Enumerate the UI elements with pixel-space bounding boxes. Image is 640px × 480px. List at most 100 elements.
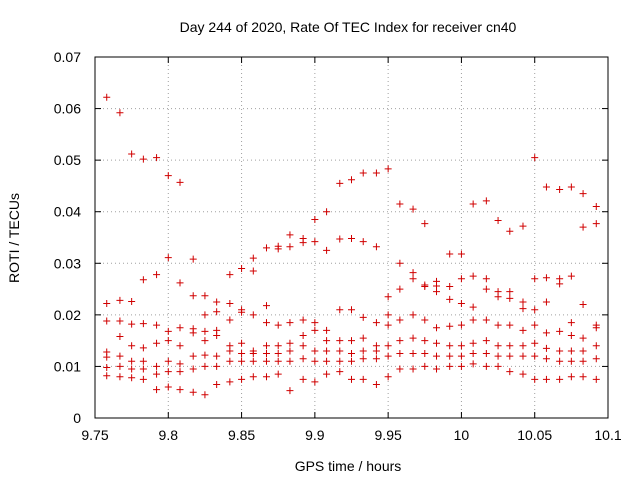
data-point-mid_upper <box>579 301 587 309</box>
data-point-mid_lower <box>567 347 575 355</box>
data-point-max <box>384 165 392 173</box>
data-point-upper <box>249 267 257 275</box>
data-point-min <box>348 375 355 383</box>
data-point-upper <box>128 297 136 305</box>
data-point-lower <box>189 365 197 373</box>
data-point-upper <box>226 300 234 308</box>
data-point-min <box>213 380 221 388</box>
data-point-lower <box>372 355 380 363</box>
data-point-mid_lower <box>139 357 147 365</box>
data-point-mid <box>201 337 209 345</box>
data-point-max <box>506 227 514 235</box>
data-point-mid_lower <box>482 337 490 345</box>
data-point-min <box>433 365 441 373</box>
data-point-lower <box>286 357 294 365</box>
data-point-mid <box>336 337 344 345</box>
data-point-max <box>323 208 331 216</box>
data-point-max <box>519 222 527 230</box>
data-point-lower <box>506 352 514 360</box>
data-point-mid <box>139 344 147 352</box>
y-tick-label: 0 <box>73 410 81 426</box>
data-point-mid_upper <box>238 308 246 316</box>
data-point-mid_upper <box>519 305 527 313</box>
data-point-min <box>299 375 307 383</box>
y-tick-label: 0.05 <box>54 152 81 168</box>
data-point-max <box>542 183 550 191</box>
data-point-mid_lower <box>542 344 550 352</box>
data-point-mid <box>482 316 490 324</box>
data-point-mid <box>262 342 270 350</box>
data-point-mid_upper <box>567 319 575 327</box>
data-point-lower <box>446 352 454 360</box>
data-point-max <box>482 197 490 205</box>
data-point-mid_upper <box>506 294 514 302</box>
data-point-min <box>372 380 380 388</box>
y-tick-label: 0.07 <box>54 49 81 65</box>
data-point-lower <box>226 357 234 365</box>
data-point-lower <box>409 350 417 358</box>
data-point-lower <box>153 370 161 378</box>
data-point-max <box>226 271 234 279</box>
data-point-mid <box>446 322 454 330</box>
data-point-mid_upper <box>336 306 344 314</box>
data-point-mid <box>299 331 307 339</box>
data-point-min <box>506 368 514 376</box>
data-point-min <box>567 373 575 381</box>
data-point-lower <box>176 368 184 376</box>
data-point-max <box>201 292 209 300</box>
data-point-min <box>201 391 209 399</box>
data-point-mid_lower <box>592 342 600 350</box>
data-point-lower <box>336 357 344 365</box>
data-point-mid <box>153 339 161 347</box>
data-point-max <box>494 216 502 224</box>
data-point-mid_upper <box>457 300 465 308</box>
data-point-mid <box>542 329 550 337</box>
x-tick-label: 9.9 <box>305 427 325 443</box>
data-point-upper <box>542 274 550 282</box>
data-point-mid <box>433 324 441 332</box>
data-point-min <box>446 362 454 370</box>
data-point-max <box>592 203 600 211</box>
data-point-min <box>469 360 477 368</box>
data-point-mid_upper <box>176 324 184 332</box>
data-point-mid <box>519 326 527 334</box>
data-point-max <box>286 231 294 239</box>
y-tick-label: 0.06 <box>54 101 81 117</box>
data-point-mid <box>506 321 514 329</box>
data-point-min <box>311 378 319 386</box>
data-point-lower <box>494 352 502 360</box>
data-point-min <box>164 383 172 391</box>
data-point-lower <box>116 362 124 370</box>
data-point-mid_upper <box>421 282 429 290</box>
data-point-lower <box>592 355 600 363</box>
data-point-lower <box>531 352 539 360</box>
data-point-max <box>531 154 539 162</box>
data-point-upper <box>311 238 319 246</box>
data-point-upper <box>153 271 161 279</box>
data-point-lower <box>139 365 147 373</box>
data-point-mid_upper <box>262 319 270 327</box>
data-point-upper <box>348 235 355 243</box>
data-point-mid <box>213 331 221 339</box>
data-point-mid_lower <box>336 347 344 355</box>
data-point-max <box>176 178 184 186</box>
data-point-min <box>139 375 147 383</box>
data-point-lower <box>482 350 490 358</box>
data-point-min <box>592 375 600 383</box>
data-point-mid <box>396 316 404 324</box>
data-point-min <box>249 373 257 381</box>
data-point-max <box>457 250 465 258</box>
data-point-upper <box>519 298 527 306</box>
data-point-mid_lower <box>226 347 234 355</box>
data-point-mid_lower <box>201 351 209 359</box>
data-point-upper <box>262 302 270 310</box>
data-point-upper <box>139 276 147 284</box>
data-point-mid_upper <box>286 319 294 327</box>
x-axis-label: GPS time / hours <box>295 458 402 474</box>
data-point-mid <box>348 337 355 345</box>
y-tick-label: 0.03 <box>54 255 81 271</box>
data-point-mid_lower <box>176 360 184 368</box>
data-point-mid <box>469 316 477 324</box>
data-point-mid_lower <box>189 352 197 360</box>
data-point-max <box>421 220 429 228</box>
